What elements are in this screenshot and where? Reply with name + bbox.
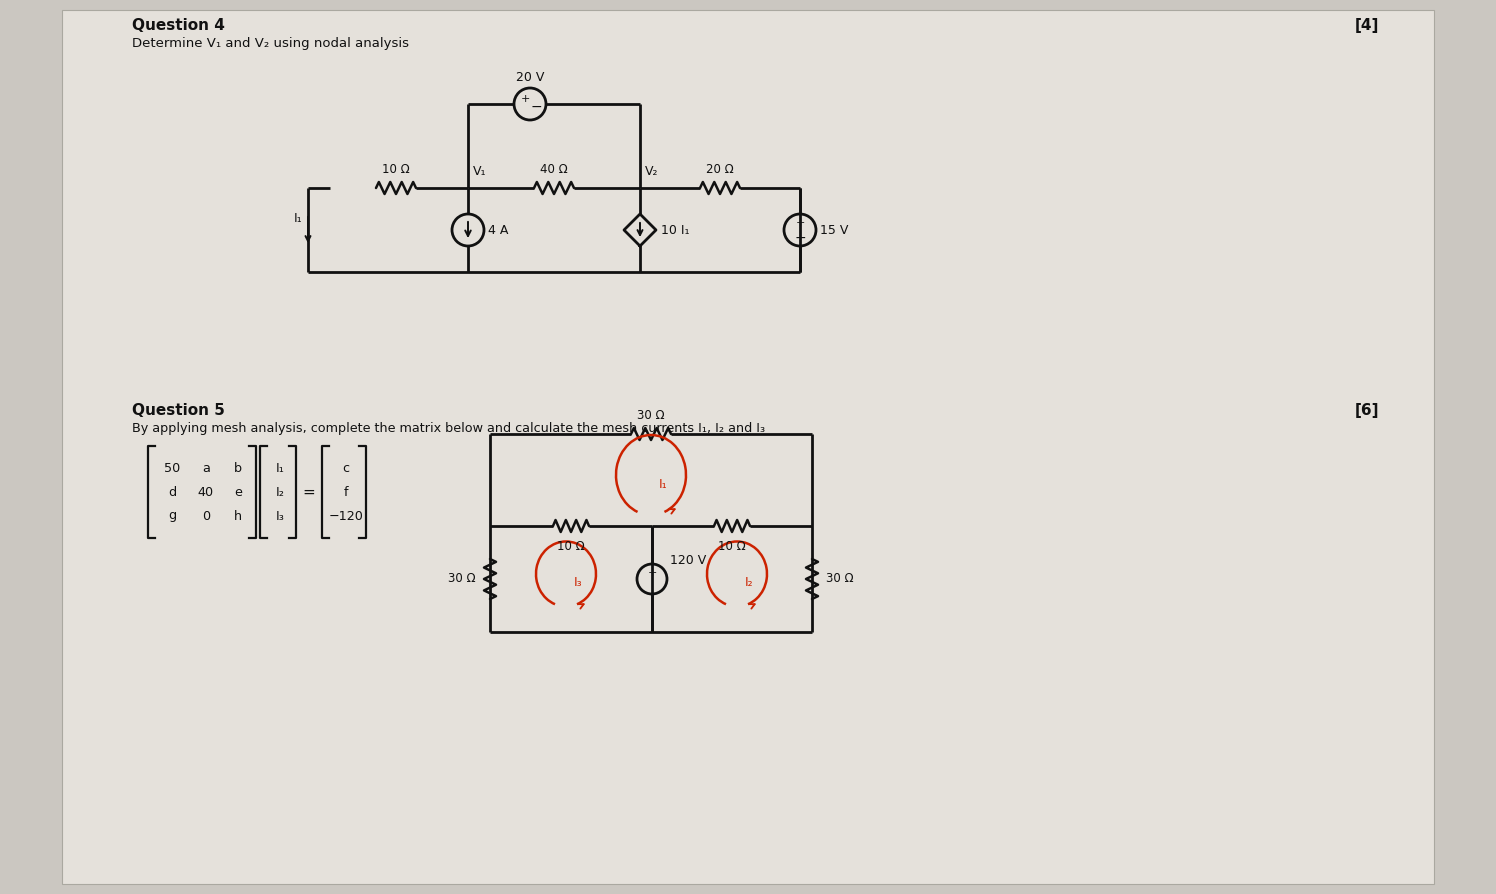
Text: I₂: I₂ <box>275 485 284 499</box>
Text: 50: 50 <box>165 461 180 475</box>
Text: [4]: [4] <box>1355 18 1379 33</box>
Text: 40: 40 <box>197 485 214 499</box>
Text: g: g <box>168 510 177 522</box>
Text: By applying mesh analysis, complete the matrix below and calculate the mesh curr: By applying mesh analysis, complete the … <box>132 422 764 435</box>
Text: 4 A: 4 A <box>488 224 509 237</box>
Text: 40 Ω: 40 Ω <box>540 163 568 176</box>
Text: Question 4: Question 4 <box>132 18 224 33</box>
Text: 10 Ω: 10 Ω <box>381 163 410 176</box>
Text: V₂: V₂ <box>645 165 658 178</box>
Text: h: h <box>233 510 242 522</box>
Text: e: e <box>233 485 242 499</box>
Text: −120: −120 <box>329 510 364 522</box>
Text: [6]: [6] <box>1355 403 1379 418</box>
Text: 15 V: 15 V <box>820 224 848 237</box>
Text: 0: 0 <box>202 510 209 522</box>
Text: I₁: I₁ <box>275 461 284 475</box>
Text: 10 I₁: 10 I₁ <box>661 224 690 237</box>
Text: d: d <box>168 485 177 499</box>
Text: c: c <box>343 461 350 475</box>
Text: b: b <box>233 461 242 475</box>
FancyBboxPatch shape <box>61 10 1435 884</box>
Text: V₁: V₁ <box>473 165 486 178</box>
Text: 20 Ω: 20 Ω <box>706 163 735 176</box>
Text: +: + <box>796 218 805 228</box>
Text: 30 Ω: 30 Ω <box>449 572 476 586</box>
Text: 30 Ω: 30 Ω <box>826 572 854 586</box>
Text: I₁: I₁ <box>660 478 667 492</box>
Text: a: a <box>202 461 209 475</box>
Text: −: − <box>530 100 542 114</box>
Text: I₃: I₃ <box>574 576 582 588</box>
Text: I₂: I₂ <box>745 576 754 588</box>
Text: 20 V: 20 V <box>516 71 545 84</box>
Text: 10 Ω: 10 Ω <box>718 540 747 553</box>
Text: 120 V: 120 V <box>670 554 706 567</box>
Text: I₃: I₃ <box>275 510 284 522</box>
Text: 10 Ω: 10 Ω <box>557 540 585 553</box>
Text: −: − <box>794 231 806 245</box>
Text: +: + <box>521 94 530 104</box>
Text: Determine V₁ and V₂ using nodal analysis: Determine V₁ and V₂ using nodal analysis <box>132 37 408 50</box>
Text: Question 5: Question 5 <box>132 403 224 418</box>
Text: I₁: I₁ <box>293 212 302 225</box>
Text: =: = <box>302 485 316 500</box>
Text: +: + <box>648 568 657 578</box>
Text: 30 Ω: 30 Ω <box>637 409 664 422</box>
Text: f: f <box>344 485 349 499</box>
